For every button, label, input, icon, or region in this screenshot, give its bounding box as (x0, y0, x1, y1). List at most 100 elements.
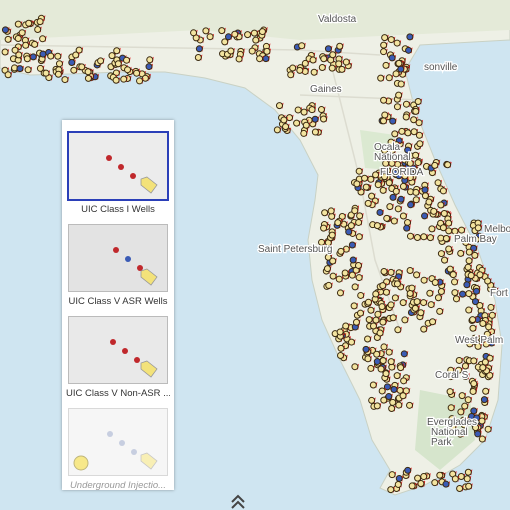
well-marker (342, 58, 350, 66)
well-marker (481, 358, 489, 366)
well-marker (25, 19, 33, 27)
thumb-marker (107, 431, 113, 437)
well-marker (417, 309, 425, 317)
well-marker (447, 373, 455, 381)
gallery-item[interactable]: Underground Injectio... (66, 408, 170, 498)
well-marker (472, 287, 480, 295)
well-marker (388, 54, 396, 62)
place-label: Gaines (310, 84, 342, 95)
well-marker (15, 51, 23, 59)
well-marker (399, 212, 407, 220)
well-marker (463, 281, 471, 289)
well-marker (113, 47, 121, 55)
tag-icon (140, 360, 158, 378)
well-marker (436, 471, 444, 479)
well-marker (374, 181, 382, 189)
well-marker (386, 203, 394, 211)
well-marker (120, 75, 128, 83)
place-label: Melbourne (484, 224, 510, 235)
well-marker (406, 232, 414, 240)
well-marker (329, 51, 337, 59)
well-marker (431, 279, 439, 287)
well-marker (412, 188, 420, 196)
well-marker (377, 365, 385, 373)
thumbnail (68, 316, 168, 384)
well-marker (415, 131, 423, 139)
well-marker (421, 186, 429, 194)
well-marker (367, 364, 375, 372)
well-marker (488, 311, 496, 319)
well-marker (437, 288, 445, 296)
gallery-item[interactable]: UIC Class V ASR Wells (66, 224, 170, 314)
well-marker (372, 171, 380, 179)
thumb-marker (130, 173, 136, 179)
well-marker (406, 289, 414, 297)
well-marker (478, 435, 486, 443)
well-marker (256, 55, 264, 63)
well-marker (374, 310, 382, 318)
well-marker (112, 76, 120, 84)
well-marker (406, 267, 414, 275)
well-marker (379, 282, 387, 290)
well-marker (362, 183, 370, 191)
well-marker (479, 320, 487, 328)
well-marker (327, 207, 335, 215)
well-marker (380, 48, 388, 56)
well-marker (399, 392, 407, 400)
well-marker (394, 326, 402, 334)
well-marker (309, 56, 317, 64)
well-marker (420, 233, 428, 241)
well-marker (389, 398, 397, 406)
well-marker (404, 466, 412, 474)
well-marker (70, 66, 78, 74)
well-marker (414, 159, 422, 167)
well-marker (474, 342, 482, 350)
gallery-item[interactable]: UIC Class V Non-ASR ... (66, 316, 170, 406)
well-marker (382, 61, 390, 69)
well-marker (373, 358, 381, 366)
well-marker (457, 249, 465, 257)
well-marker (452, 295, 460, 303)
well-marker (458, 226, 466, 234)
well-marker (356, 212, 364, 220)
well-marker (397, 65, 405, 73)
well-marker (316, 245, 324, 253)
well-marker (280, 116, 288, 124)
thumbnail (67, 131, 169, 201)
well-marker (39, 35, 47, 43)
well-marker (68, 58, 76, 66)
thumb-marker (122, 348, 128, 354)
well-marker (410, 116, 418, 124)
well-marker (387, 486, 395, 494)
well-marker (430, 207, 438, 215)
well-marker (397, 80, 405, 88)
well-marker (395, 172, 403, 180)
well-marker (412, 107, 420, 115)
well-marker (463, 475, 471, 483)
place-label: Saint Petersburg (258, 244, 333, 255)
well-marker (368, 396, 376, 404)
well-marker (387, 36, 395, 44)
well-marker (348, 271, 356, 279)
collapse-toggle[interactable] (226, 490, 250, 510)
well-marker (382, 370, 390, 378)
well-marker (227, 47, 235, 55)
well-marker (459, 290, 467, 298)
well-marker (123, 56, 131, 64)
well-marker (426, 234, 434, 242)
thumb-marker (106, 155, 112, 161)
well-marker (350, 302, 358, 310)
well-marker (336, 328, 344, 336)
well-marker (373, 222, 381, 230)
thumbnail (68, 408, 168, 476)
place-label: National (431, 427, 468, 438)
well-marker (136, 77, 144, 85)
well-marker (320, 224, 328, 232)
gallery-item[interactable]: UIC Class I Wells (66, 131, 170, 222)
well-marker (385, 74, 393, 82)
well-marker (348, 338, 356, 346)
well-marker (467, 272, 475, 280)
well-marker (456, 430, 464, 438)
well-marker (476, 271, 484, 279)
well-marker (373, 402, 381, 410)
